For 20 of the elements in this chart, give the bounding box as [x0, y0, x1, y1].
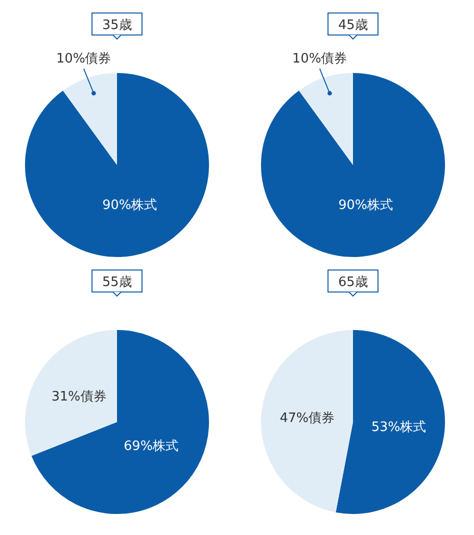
pie-slice: [261, 330, 353, 512]
chart-title: 65歳: [338, 275, 368, 290]
slice-label: 債券: [308, 411, 335, 426]
pie-slice: [298, 73, 353, 165]
pie-slice: [25, 73, 209, 257]
slice-label: 株式: [399, 420, 426, 435]
pie-slice: [31, 330, 209, 514]
pie-slice: [62, 73, 117, 165]
slice-label: 株式: [152, 438, 179, 454]
chart-title: 35歳: [102, 18, 132, 33]
pie-slice: [25, 330, 117, 456]
slice-label: 株式: [366, 198, 394, 213]
pie-slice: [336, 330, 445, 514]
chart-title: 45歳: [338, 18, 368, 33]
slice-label: 債券: [85, 52, 112, 67]
chart-title: 55歳: [102, 275, 132, 290]
pie-slice: [261, 73, 445, 257]
slice-label: 債券: [80, 390, 106, 405]
slice-label: 債券: [321, 52, 348, 67]
slice-label: 株式: [130, 198, 158, 213]
